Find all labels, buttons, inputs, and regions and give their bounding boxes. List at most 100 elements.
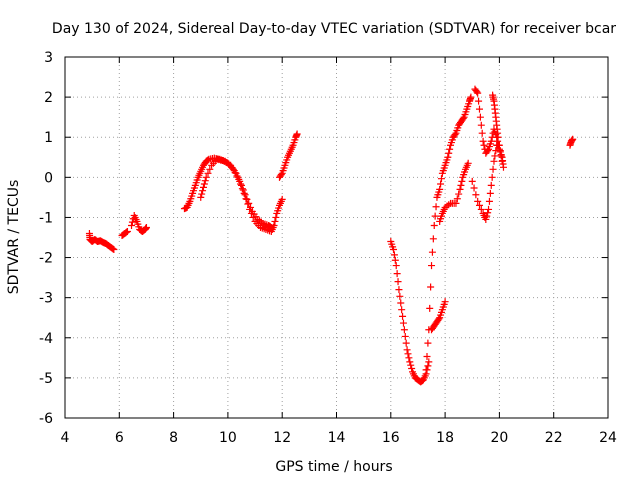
data-point	[431, 212, 439, 220]
data-point	[392, 262, 400, 270]
data-point	[393, 270, 401, 278]
data-point	[398, 306, 406, 314]
data-point	[235, 175, 243, 183]
data-point	[272, 213, 280, 221]
data-point	[247, 209, 255, 217]
data-point	[240, 189, 248, 197]
data-point	[397, 299, 405, 307]
data-point	[484, 209, 492, 217]
data-point	[456, 185, 464, 193]
data-point	[437, 175, 445, 183]
data-point	[390, 251, 398, 259]
data-point	[478, 129, 486, 137]
x-axis-label: GPS time / hours	[275, 459, 392, 475]
data-point	[391, 256, 399, 264]
x-tick-labels: 4 6 8 10 12 14 16 18 20 22 24	[61, 430, 617, 446]
data-point	[110, 246, 118, 254]
data-point	[396, 292, 404, 300]
y-tick-labels: -6 -5 -4 -3 -2 -1 0 1 2 3	[39, 50, 53, 427]
data-point	[242, 195, 250, 203]
data-point	[432, 203, 440, 211]
data-point	[429, 235, 437, 243]
data-point	[437, 180, 445, 188]
data-point	[459, 115, 467, 123]
data-point	[109, 245, 117, 253]
y-tick-label: 0	[44, 170, 53, 186]
y-axis-label: SDTVAR / TECUs	[6, 180, 22, 295]
data-point	[399, 319, 407, 327]
data-point	[470, 184, 478, 192]
data-point	[494, 141, 502, 149]
data-point	[271, 217, 279, 225]
data-point	[489, 165, 497, 173]
data-point	[142, 223, 150, 231]
data-point	[475, 105, 483, 113]
data-point	[488, 173, 496, 181]
data-point	[201, 177, 209, 185]
data-point	[468, 177, 476, 185]
data-point	[569, 135, 577, 143]
data-point	[474, 89, 482, 97]
data-point	[406, 358, 414, 366]
x-tick-label: 14	[328, 430, 346, 446]
data-point	[200, 180, 208, 188]
data-point	[485, 197, 493, 205]
data-point	[435, 315, 443, 323]
data-point	[477, 205, 485, 213]
data-point	[494, 133, 502, 141]
y-tick-label: -5	[39, 371, 53, 387]
data-point	[199, 183, 207, 191]
data-point	[485, 205, 493, 213]
data-point	[277, 171, 285, 179]
x-tick-label: 8	[169, 430, 178, 446]
data-point	[408, 365, 416, 373]
data-point	[239, 186, 247, 194]
data-point	[128, 221, 136, 229]
data-point	[480, 141, 488, 149]
x-tick-label: 4	[61, 430, 70, 446]
y-tick-label: 1	[44, 130, 53, 146]
data-point	[445, 149, 453, 157]
data-point	[464, 159, 472, 167]
y-tick-label: 3	[44, 50, 53, 66]
data-point	[407, 361, 415, 369]
data-point	[482, 215, 490, 223]
plot-frame	[64, 56, 609, 419]
data-point	[245, 199, 253, 207]
data-point	[457, 181, 465, 189]
data-point	[423, 352, 431, 360]
data-point	[400, 326, 408, 334]
data-point	[491, 152, 499, 160]
y-tick-label: -2	[39, 251, 53, 267]
data-point	[246, 205, 254, 213]
data-point	[475, 97, 483, 105]
data-point	[479, 137, 487, 145]
x-tick-label: 10	[219, 430, 237, 446]
data-point	[474, 197, 482, 205]
data-point	[446, 145, 454, 153]
data-point	[238, 185, 246, 193]
data-point	[487, 137, 495, 145]
data-point	[477, 121, 485, 129]
data-point	[473, 88, 481, 96]
data-point	[428, 248, 436, 256]
x-tick-label: 22	[545, 430, 563, 446]
data-point	[394, 278, 402, 286]
data-point	[487, 181, 495, 189]
data-point	[237, 180, 245, 188]
data-point	[403, 346, 411, 354]
data-point	[243, 195, 251, 203]
data-point	[399, 312, 407, 320]
y-tick-label: -1	[39, 210, 53, 226]
data-point	[484, 147, 492, 155]
data-point	[428, 262, 436, 270]
data-point	[402, 339, 410, 347]
data-point	[123, 228, 131, 236]
data-point	[475, 201, 483, 209]
y-tick-label: 2	[44, 90, 53, 106]
data-points	[85, 85, 577, 386]
data-point	[490, 157, 498, 165]
data-point	[467, 93, 475, 101]
